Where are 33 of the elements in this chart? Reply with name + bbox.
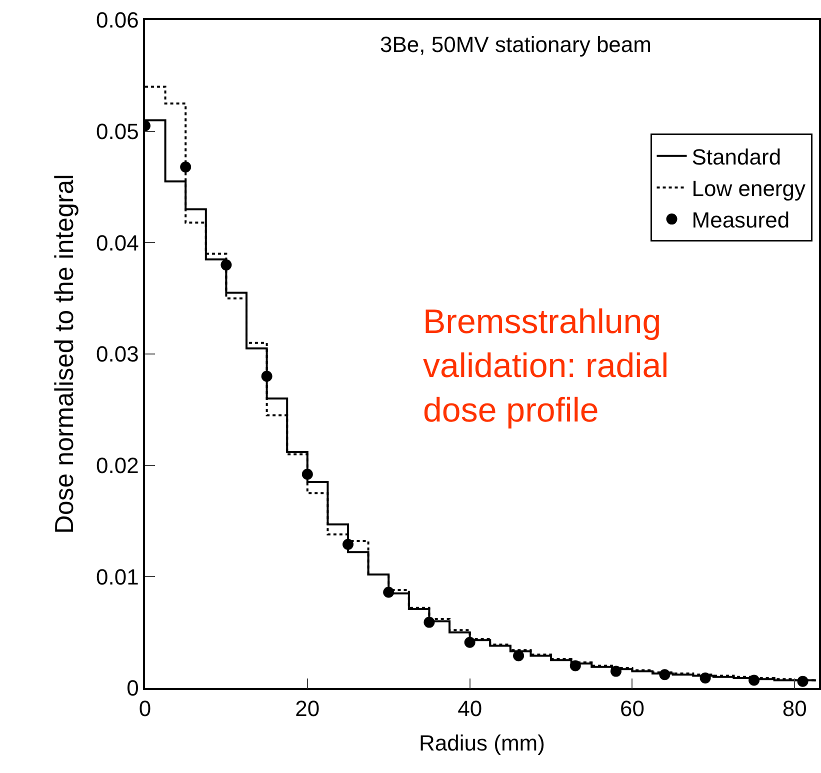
y-tick-label: 0.04: [96, 230, 139, 256]
point: [424, 616, 435, 628]
point: [220, 259, 232, 270]
x-tick-label: 60: [620, 696, 644, 722]
point: [748, 674, 760, 686]
y-tick-label: 0.05: [96, 119, 139, 144]
y-tick-label: 0.03: [96, 342, 139, 367]
point: [570, 660, 581, 672]
point: [700, 672, 711, 684]
point: [342, 538, 354, 550]
y-tick-label: 0.02: [96, 453, 139, 478]
point: [383, 586, 394, 598]
legend-label: Measured: [692, 208, 790, 233]
point: [261, 370, 272, 382]
x-tick-label: 40: [458, 696, 482, 722]
y-axis-title: Dose normalised to the integral: [48, 174, 79, 534]
y-tick-label: 0.06: [96, 8, 139, 33]
point: [610, 666, 622, 677]
point: [797, 676, 808, 687]
point: [302, 468, 313, 480]
legend-label: Standard: [692, 144, 782, 170]
y-tick-label: 0: [126, 676, 139, 701]
text: 3Be, 50MV stationary beam: [380, 32, 652, 57]
annotation: Bremsstrahlung validation: radial dose profile: [423, 303, 669, 430]
point: [180, 161, 192, 172]
point: [659, 669, 670, 680]
y-tick-label: 0.01: [96, 564, 139, 590]
x-axis-title: Radius (mm): [419, 730, 545, 756]
point: [464, 636, 476, 648]
point: [513, 650, 524, 662]
x-tick-label: 20: [295, 696, 320, 722]
legend-label: Low energy: [692, 176, 806, 202]
x-tick-label: 80: [782, 696, 807, 722]
